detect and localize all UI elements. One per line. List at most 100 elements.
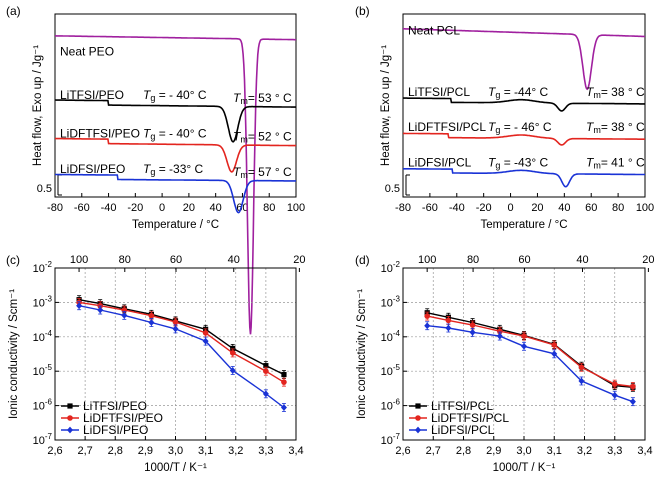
y-axis-label: Ionic conductivity / Scm⁻¹	[8, 289, 20, 419]
panel-label: (d)	[355, 253, 370, 267]
x-tick-label: 40	[558, 202, 570, 214]
data-point-diamond	[445, 324, 452, 332]
conductivity-panel-d: (d) 2,6 2,7 2,8 2,9 3,0 3,1 3,2 3,3 3,4 10-7 10-6 10…	[355, 253, 655, 474]
x-tick-label: 2,7	[426, 445, 441, 457]
x-axis-label: Temperature / °C	[480, 219, 567, 231]
series-lidfsi-peo	[76, 301, 287, 412]
series-label: LiDFTFSI/PCL	[408, 120, 486, 134]
data-point-diamond	[76, 302, 83, 310]
top-tick-label: 60	[170, 254, 182, 266]
top-tick-label: 40	[228, 254, 240, 266]
series-label: Neat PCL	[408, 23, 460, 37]
tg-annotation: Tg = -44° C	[488, 85, 549, 100]
scale-bar-label: 0.5	[385, 183, 400, 195]
data-point-diamond	[97, 306, 104, 314]
series-label: LiTFSI/PCL	[408, 85, 470, 99]
x-tick-label: 3,2	[577, 445, 592, 457]
x-tick-label: 3,3	[258, 445, 273, 457]
panel-label: (c)	[6, 253, 20, 267]
x-tick-label: 100	[636, 202, 654, 214]
data-point-diamond	[496, 332, 503, 340]
y-tick-label: 10-2	[381, 260, 401, 275]
legend-label: LiDFTFSI/PEO	[83, 411, 163, 425]
x-axis-label: Temperature / °C	[132, 219, 219, 231]
series-lidfsi-pcl	[424, 321, 636, 407]
x-tick-label: -80	[395, 202, 411, 214]
y-tick-label: 10-4	[33, 329, 53, 344]
y-axis-label: Heat flow, Exo up / Jg⁻¹	[32, 45, 44, 166]
y-axis-label: Heat flow, Exo up / Jg⁻¹	[380, 45, 392, 166]
tg-annotation: Tg = - 40° C	[143, 127, 207, 142]
dsc-curve-litfsi-pcl	[403, 97, 645, 112]
x-tick-label: 2,9	[486, 445, 501, 457]
x-tick-label: 2,8	[456, 445, 471, 457]
top-tick-label: 40	[576, 254, 588, 266]
dsc-curve-lidftfsi-pcl	[403, 132, 645, 146]
series-label: LiTFSI/PEO	[60, 88, 124, 102]
y-tick-label: 10-5	[381, 363, 401, 378]
series-label: LiDFTFSI/PEO	[60, 127, 140, 141]
dsc-curve-lidftfsi-peo	[55, 137, 296, 173]
tg-annotation: Tg = - 40° C	[143, 88, 207, 103]
x-tick-label: 80	[612, 202, 624, 214]
series-label: LiDFSI/PEO	[60, 162, 125, 176]
data-point-circle	[172, 319, 179, 325]
y-tick-label: 10-2	[33, 260, 53, 275]
tm-annotation: Tm= 53 ° C	[233, 91, 292, 106]
x-tick-label: 20	[531, 202, 543, 214]
x-tick-label: 80	[263, 202, 275, 214]
data-point-diamond	[202, 337, 209, 345]
dsc-curve-litfsi-peo	[55, 99, 296, 143]
tm-annotation: Tm= 38 ° C	[586, 120, 645, 135]
series-line	[427, 312, 633, 388]
data-point-diamond	[280, 404, 287, 411]
plot-frame	[54, 13, 297, 198]
series-line	[78, 299, 285, 376]
data-point-diamond	[629, 398, 636, 406]
dsc-curve-lidfsi-peo	[55, 173, 296, 214]
data-point-diamond	[424, 322, 431, 330]
data-point-circle	[497, 328, 503, 335]
data-point-square	[230, 345, 236, 352]
legend-marker	[415, 426, 421, 434]
series-lidftfsi-peo	[76, 297, 287, 387]
y-tick-label: 10-3	[381, 294, 401, 309]
data-point-diamond	[172, 325, 179, 333]
data-point-circle	[445, 317, 452, 324]
data-point-circle	[611, 381, 618, 387]
data-point-circle	[469, 322, 476, 328]
dsc-curve-neat-pcl	[403, 28, 645, 91]
series-line	[78, 301, 285, 383]
legend-label: LiDFSI/PEO	[83, 423, 148, 437]
y-tick-label: 10-7	[33, 432, 53, 447]
y-axis-label: Ionic conductivity / Scm⁻¹	[356, 289, 368, 419]
x-tick-label: 2,6	[47, 445, 62, 457]
legend-marker	[415, 415, 421, 421]
data-point-diamond	[229, 367, 236, 374]
x-tick-label: 40	[210, 202, 222, 214]
data-point-diamond	[551, 350, 558, 358]
dsc-curve-lidfsi-pcl	[402, 167, 645, 188]
data-point-diamond	[121, 311, 128, 319]
x-tick-label: 2,7	[77, 445, 92, 457]
tg-annotation: Tg = -33° C	[143, 162, 204, 177]
tg-annotation: Tg = - 46° C	[488, 120, 552, 135]
x-tick-label: 0	[507, 202, 513, 214]
x-tick-label: 60	[585, 202, 597, 214]
x-tick-label: -20	[476, 202, 492, 214]
x-tick-label: 3,4	[288, 445, 303, 457]
x-tick-label: -60	[74, 202, 90, 214]
x-axis-label: 1000/T / K⁻¹	[493, 462, 556, 474]
data-point-square	[281, 371, 287, 378]
x-tick-label: 3,0	[516, 445, 531, 457]
tm-annotation: Tm= 41 ° C	[586, 156, 645, 171]
data-point-circle	[229, 350, 236, 356]
x-tick-label: 3,0	[168, 445, 183, 457]
top-tick-label: 60	[518, 254, 530, 266]
data-point-circle	[578, 364, 585, 371]
data-point-circle	[630, 383, 636, 390]
legend-marker	[67, 426, 73, 434]
